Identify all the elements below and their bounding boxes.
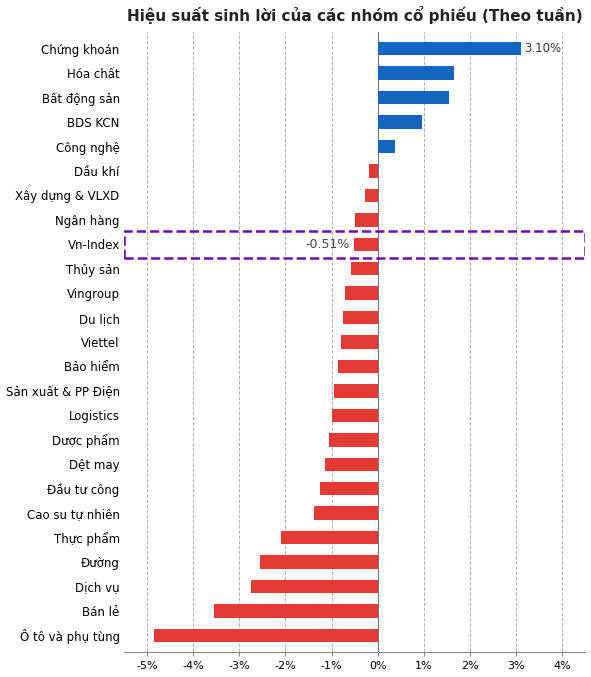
Title: Hiệu suất sinh lời của các nhóm cổ phiếu (Theo tuần): Hiệu suất sinh lời của các nhóm cổ phiếu… [127,5,583,24]
Bar [341,335,378,349]
Bar [339,359,378,373]
Bar [343,311,378,324]
Bar [314,506,378,520]
Bar [355,213,378,227]
Bar [332,409,378,422]
Bar [260,555,378,569]
Bar [378,140,395,153]
Bar [281,531,378,544]
Text: 3.10%: 3.10% [525,42,561,56]
Bar [251,580,378,593]
Bar [329,433,378,447]
Bar [345,286,378,300]
Bar [378,42,521,56]
Bar [351,262,378,276]
Text: -0.51%: -0.51% [306,238,350,250]
Bar [154,628,378,642]
Bar [354,238,378,251]
Bar [378,66,454,80]
Bar [378,91,449,104]
Bar [365,189,378,202]
Bar [214,604,378,617]
Bar [378,115,421,129]
Bar [320,482,378,496]
Bar [369,165,378,177]
Bar [334,385,378,397]
Bar [324,458,378,471]
